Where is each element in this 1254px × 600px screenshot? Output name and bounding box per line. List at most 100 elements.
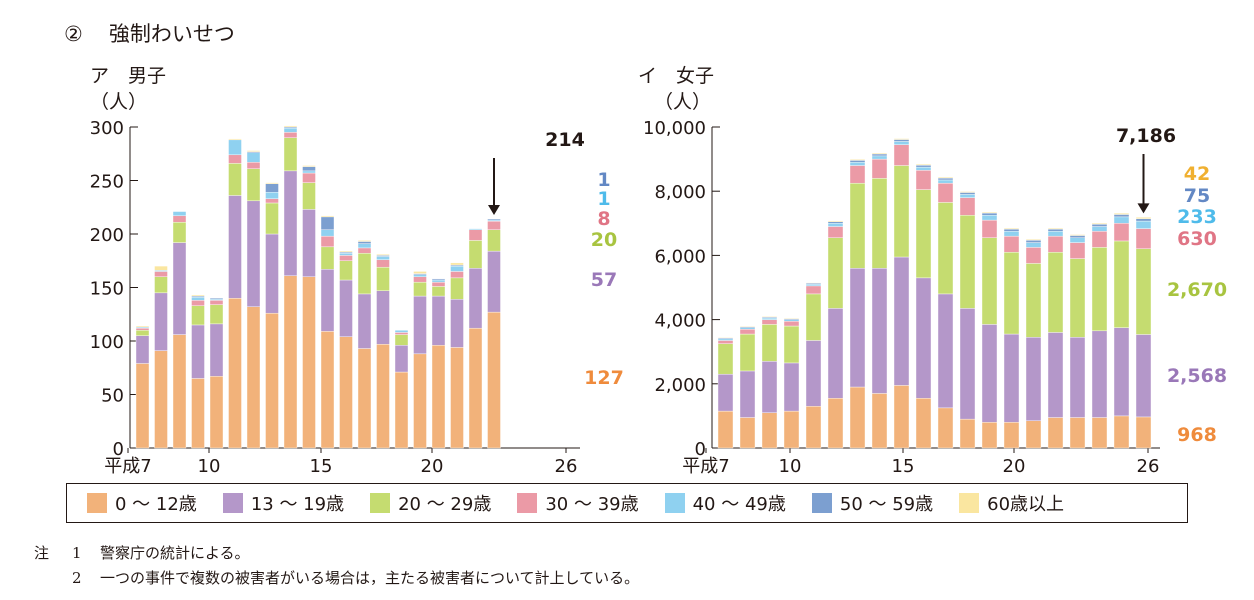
- legend-swatch: [811, 493, 832, 513]
- x-tick-label: 平成7: [682, 456, 729, 477]
- section-number: ②: [64, 22, 83, 46]
- y-axis-unit: （人）: [90, 91, 147, 113]
- bar-segment: [1047, 227, 1064, 230]
- bar-segment: [761, 412, 778, 449]
- legend-label: 30 ～ 39歳: [545, 494, 639, 515]
- bar-segment: [849, 268, 866, 388]
- bar-segment: [394, 330, 409, 333]
- bar-segment: [1091, 223, 1108, 225]
- bar-segment: [805, 293, 822, 341]
- note-number: 2: [72, 568, 82, 587]
- bar-segment: [871, 178, 888, 269]
- bar-segment: [376, 254, 390, 256]
- legend-item: 60歳以上: [959, 490, 1064, 516]
- x-tick-label: 26: [555, 456, 578, 477]
- end-value-label: 8: [597, 208, 610, 230]
- x-tick-label: 平成7: [104, 456, 151, 477]
- bar-segment: [893, 256, 910, 386]
- bar-segment: [827, 226, 844, 238]
- y-axis-unit: （人）: [654, 91, 711, 113]
- legend-label: 20 ～ 29歳: [398, 494, 492, 515]
- bar-segment: [1113, 327, 1130, 417]
- bar-segment: [783, 410, 800, 449]
- bar-segment: [1113, 216, 1130, 224]
- bar-segment: [1025, 247, 1042, 264]
- bar-segment: [805, 285, 822, 295]
- bar-segment: [1069, 417, 1086, 449]
- bar-segment: [1091, 224, 1108, 227]
- bar-segment: [849, 159, 866, 161]
- bar-segment: [1135, 416, 1152, 449]
- bar-segment: [1025, 263, 1042, 338]
- bar-segment: [805, 282, 822, 284]
- x-tick-label: 15: [310, 456, 333, 477]
- bar-segment: [487, 218, 501, 221]
- bar-segment: [805, 340, 822, 407]
- end-value-label: 1: [597, 188, 610, 210]
- legend-swatch: [370, 493, 391, 513]
- bar-segment: [893, 139, 910, 142]
- bar-segment: [1003, 333, 1020, 423]
- section-title-text: 強制わいせつ: [108, 22, 235, 46]
- bar-segment: [739, 417, 756, 449]
- bar-segment: [413, 271, 427, 274]
- legend-swatch: [517, 493, 538, 513]
- bar-segment: [981, 237, 998, 325]
- legend: 0 ～ 12歳 13 ～ 19歳 20 ～ 29歳 30 ～ 39歳 40 ～ 49歳 5…: [66, 483, 1188, 523]
- bar-segment: [915, 189, 932, 279]
- y-tick-label: 6,000: [654, 246, 706, 267]
- end-value-label: 233: [1177, 206, 1217, 228]
- bar-segment: [357, 240, 372, 242]
- bar-segment: [827, 398, 844, 449]
- bar-segment: [871, 153, 888, 157]
- x-tick-label: 26: [1137, 456, 1160, 477]
- bar-segment: [805, 406, 822, 449]
- legend-item: 13 ～ 19歳: [222, 490, 344, 516]
- bar-segment: [1025, 240, 1042, 243]
- bar-segment: [761, 324, 778, 362]
- bar-segment: [717, 410, 734, 449]
- bar-segment: [761, 317, 778, 320]
- bar-segment: [915, 170, 932, 190]
- bar-segment: [1113, 223, 1130, 242]
- bar-segment: [937, 179, 954, 184]
- bar-segment: [761, 316, 778, 318]
- bar-segment: [959, 191, 976, 193]
- bar-segment: [1135, 220, 1152, 229]
- bar-segment: [468, 228, 483, 230]
- bar-segment: [717, 340, 734, 344]
- legend-swatch: [959, 493, 980, 513]
- bar-segment: [1025, 239, 1042, 241]
- bar-segment: [827, 220, 844, 222]
- bar-segment: [1047, 228, 1064, 232]
- bar-segment: [1113, 415, 1130, 449]
- bar-segment: [1047, 332, 1064, 418]
- end-value-label: 2,670: [1167, 279, 1227, 301]
- section-title: ② 強制わいせつ: [64, 18, 235, 48]
- end-value-label: 968: [1177, 424, 1217, 446]
- bar-segment: [717, 337, 734, 339]
- bar-segment: [937, 177, 954, 181]
- bar-segment: [1003, 231, 1020, 237]
- bar-segment: [1091, 330, 1108, 418]
- bar-segment: [915, 164, 932, 166]
- x-tick-label: 10: [198, 456, 221, 477]
- bar-segment: [827, 223, 844, 227]
- bar-segment: [893, 385, 910, 449]
- bar-segment: [228, 138, 242, 141]
- bar-segment: [937, 407, 954, 449]
- bar-segment: [915, 277, 932, 399]
- bar-segment: [871, 158, 888, 179]
- bar-segment: [1135, 218, 1152, 222]
- bar-segment: [959, 215, 976, 309]
- end-value-label: 20: [591, 229, 617, 251]
- end-value-label: 75: [1184, 185, 1210, 207]
- bar-segment: [1091, 247, 1108, 332]
- bar-segment: [871, 268, 888, 394]
- note-number: 1: [72, 543, 82, 562]
- legend-item: 30 ～ 39歳: [517, 490, 639, 516]
- x-tick-label: 20: [421, 456, 444, 477]
- bar-segment: [1025, 420, 1042, 449]
- y-tick-label: 200: [90, 225, 124, 246]
- bar-segment: [871, 393, 888, 449]
